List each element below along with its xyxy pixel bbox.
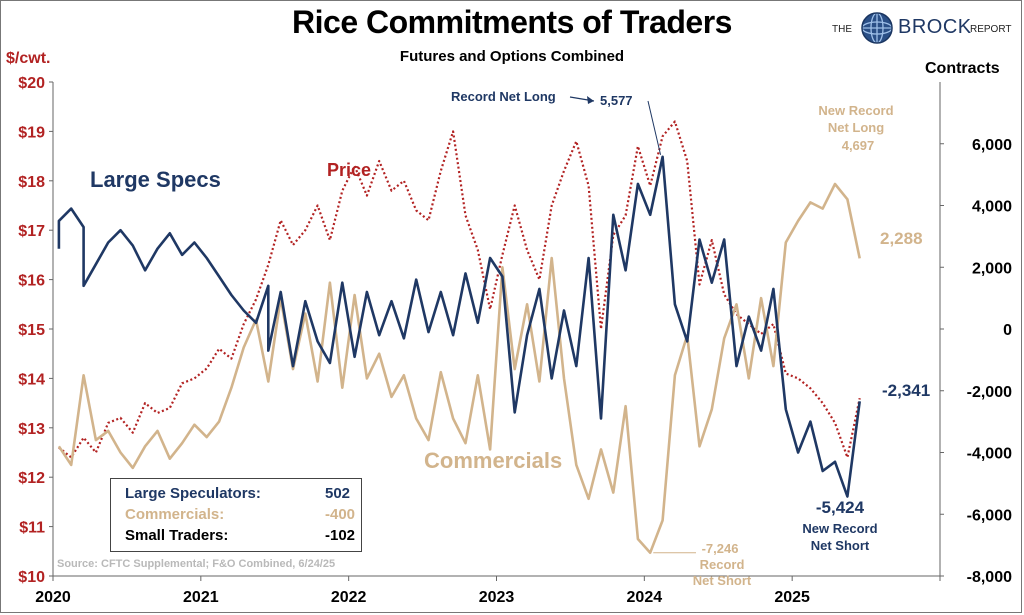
left-tick-label: $14 bbox=[18, 371, 45, 388]
legend-value-small-traders: -102 bbox=[325, 527, 356, 544]
left-tick-label: $16 bbox=[18, 273, 45, 290]
position-summary-table: Large Speculators: 502 Commercials: -400… bbox=[110, 478, 362, 552]
left-tick-label: $17 bbox=[18, 223, 45, 240]
left-axis-unit: $/cwt. bbox=[6, 50, 51, 67]
record-net-long-label: Record Net Long bbox=[451, 89, 556, 104]
right-tick-label: -2,000 bbox=[967, 384, 1012, 401]
right-tick-label: 2,000 bbox=[972, 260, 1012, 277]
legend-value-large-speculators: 502 bbox=[325, 485, 351, 502]
right-tick-label: 4,000 bbox=[972, 199, 1012, 216]
left-tick-label: $18 bbox=[18, 174, 45, 191]
new-record-net-short-label-2: Net Short bbox=[811, 538, 870, 553]
comm-record-short-value: -7,246 bbox=[702, 541, 739, 556]
legend-label-commercials: Commercials: bbox=[125, 506, 225, 523]
brock-report-logo: THE BROCK REPORT bbox=[832, 10, 1020, 48]
right-tick-label: -6,000 bbox=[967, 507, 1012, 524]
chart-title: Rice Commitments of Traders bbox=[292, 4, 732, 40]
left-tick-label: $20 bbox=[18, 75, 45, 92]
record-net-long-leader bbox=[647, 100, 662, 155]
logo-the: THE bbox=[832, 24, 852, 35]
right-axis-unit: Contracts bbox=[925, 60, 1000, 77]
commercials-series-label: Commercials bbox=[424, 448, 562, 473]
legend-label-small-traders: Small Traders: bbox=[125, 527, 229, 544]
legend-label-large-speculators: Large Speculators: bbox=[125, 485, 261, 502]
legend-value-commercials: -400 bbox=[325, 506, 356, 523]
left-tick-label: $15 bbox=[18, 322, 45, 339]
new-record-net-short-label: New Record bbox=[802, 521, 877, 536]
left-tick-label: $19 bbox=[18, 124, 45, 141]
chart-subtitle: Futures and Options Combined bbox=[399, 48, 625, 65]
price-series-label: Price bbox=[327, 160, 371, 180]
logo-brock: BROCK bbox=[898, 16, 972, 38]
series-line-commercials bbox=[57, 182, 861, 554]
x-tick-label: 2025 bbox=[774, 589, 810, 606]
x-tick-label: 2021 bbox=[183, 589, 219, 606]
new-record-net-short-value: -5,424 bbox=[816, 498, 865, 517]
large-specs-series-label: Large Specs bbox=[90, 167, 221, 192]
x-tick-label: 2020 bbox=[35, 589, 71, 606]
x-tick-label: 2024 bbox=[627, 589, 663, 606]
new-record-net-long-label: New Record bbox=[818, 103, 893, 118]
x-tick-label: 2023 bbox=[479, 589, 515, 606]
left-tick-label: $12 bbox=[18, 470, 45, 487]
logo-report: REPORT bbox=[970, 24, 1012, 35]
record-net-long-value: 5,577 bbox=[600, 93, 633, 108]
left-tick-label: $10 bbox=[18, 569, 45, 586]
new-record-net-long-label-2: Net Long bbox=[828, 120, 884, 135]
left-tick-label: $13 bbox=[18, 421, 45, 438]
commercials-last-value: 2,288 bbox=[880, 229, 923, 248]
series-line-large-specs bbox=[57, 155, 861, 498]
right-tick-label: 6,000 bbox=[972, 137, 1012, 154]
comm-record-short-label-2: Net Short bbox=[693, 573, 752, 588]
globe-icon bbox=[861, 12, 893, 44]
new-record-net-long-value: 4,697 bbox=[842, 138, 875, 153]
right-tick-label: -8,000 bbox=[967, 569, 1012, 586]
x-tick-label: 2022 bbox=[331, 589, 367, 606]
comm-record-short-label: Record bbox=[700, 557, 745, 572]
right-tick-label: 0 bbox=[1003, 322, 1012, 339]
large-specs-last-value: -2,341 bbox=[882, 381, 930, 400]
left-tick-label: $11 bbox=[19, 520, 45, 537]
source-note: Source: CFTC Supplemental; F&O Combined,… bbox=[57, 558, 336, 570]
record-net-long-arrowhead bbox=[587, 96, 594, 104]
right-tick-label: -4,000 bbox=[967, 446, 1012, 463]
